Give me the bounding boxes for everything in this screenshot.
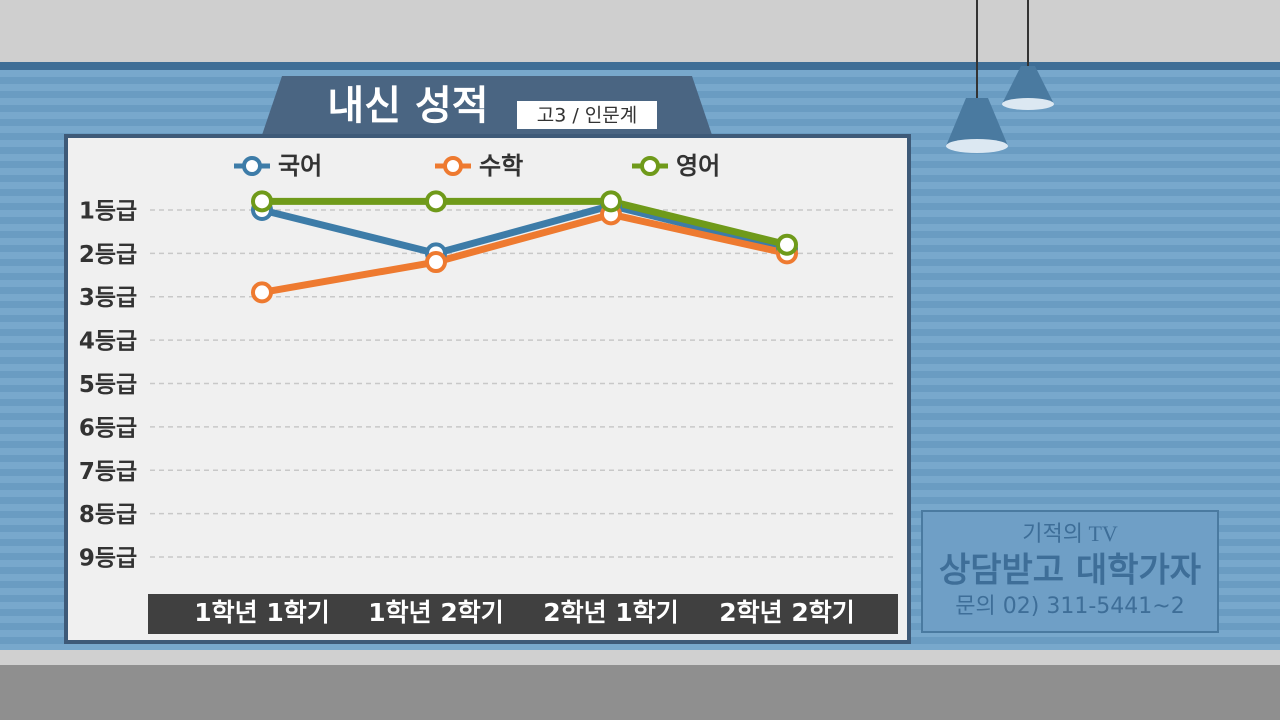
lamps (946, 0, 1054, 153)
x-tick-label: 1학년 2학기 (368, 598, 504, 627)
data-point (776, 233, 798, 256)
chart-panel (64, 134, 911, 644)
subtitle-box (517, 101, 657, 129)
plot: 1등급 2등급 3등급 4등급 5등급 6등급 7등급 8등급 9등급 1학년 1학기 1학년 2학… (79, 152, 895, 627)
data-point (600, 190, 622, 213)
floor-edge (0, 650, 1280, 665)
data-point (425, 190, 447, 213)
y-tick-label: 1등급 (79, 198, 137, 224)
y-tick-label: 2등급 (79, 242, 137, 268)
legend-label: 영어 (676, 152, 720, 180)
logo-contact: 문의 02) 311-5441~2 (955, 594, 1184, 619)
logo: 기적의 TV 상담받고 대학가자 문의 02) 311-5441~2 (921, 510, 1219, 633)
y-tick-label: 3등급 (79, 285, 137, 311)
legend-marker (242, 156, 262, 176)
y-tick-label: 5등급 (79, 372, 137, 398)
floor (0, 665, 1280, 720)
y-tick-label: 8등급 (79, 502, 137, 528)
data-point (425, 251, 447, 274)
data-point (251, 281, 273, 304)
y-tick-label: 7등급 (79, 459, 137, 485)
ceiling (0, 0, 1280, 62)
logo-box (921, 510, 1219, 633)
legend-marker (443, 156, 463, 176)
data-point (251, 190, 273, 213)
series-line (261, 202, 788, 257)
wall-trim (0, 62, 1280, 70)
x-tick-label: 2학년 2학기 (719, 598, 855, 627)
chart-title: 내신 성적 (327, 83, 488, 129)
x-tick-label: 1학년 1학기 (194, 598, 330, 627)
y-tick-label: 4등급 (79, 329, 137, 355)
series-line (261, 210, 788, 296)
legend-label: 국어 (278, 152, 322, 180)
category-bar (148, 594, 898, 634)
series-line (262, 197, 788, 249)
logo-slogan: 상담받고 대학가자 (939, 551, 1201, 591)
y-tick-label: 9등급 (79, 546, 137, 572)
x-tick-label: 2학년 1학기 (543, 598, 679, 627)
legend-marker (640, 156, 660, 176)
y-tick-label: 6등급 (79, 415, 137, 441)
chart-subtitle: 고3 / 인문계 (537, 105, 638, 127)
logo-brand: 기적의 TV (1022, 521, 1118, 546)
legend-label: 수학 (479, 152, 523, 180)
